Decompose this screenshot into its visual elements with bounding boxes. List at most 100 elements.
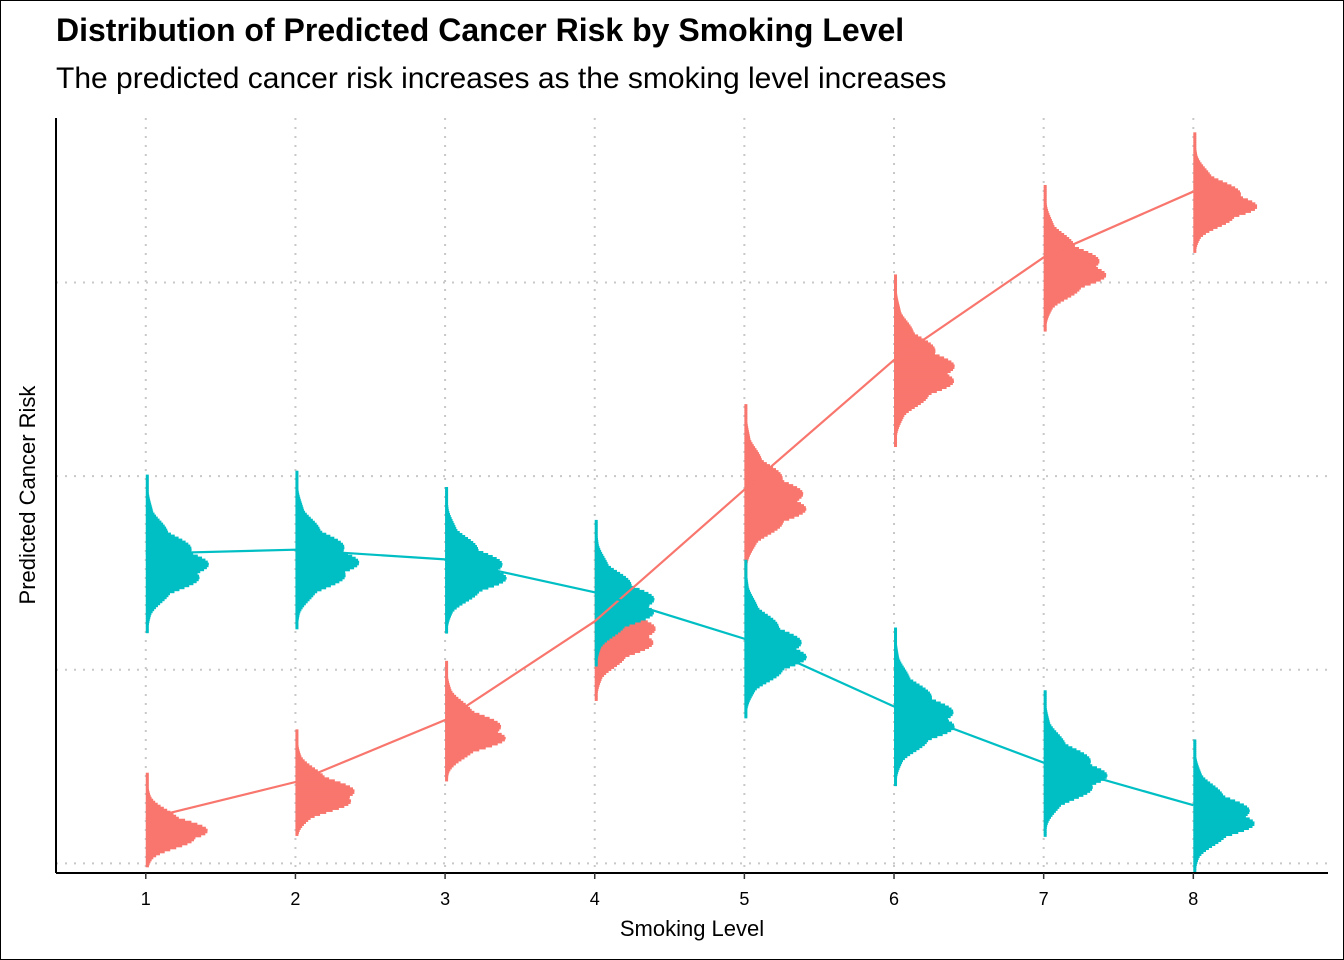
distribution-bar	[145, 848, 171, 852]
distribution-bar	[1043, 696, 1047, 699]
distribution-bar	[295, 821, 306, 824]
distribution-bar	[894, 665, 904, 669]
distribution-bar	[445, 702, 466, 706]
distribution-bar	[295, 805, 345, 808]
distribution-bar	[594, 690, 598, 693]
distribution-bar	[744, 540, 759, 543]
distribution-bar	[894, 753, 911, 757]
distribution-bar	[445, 750, 474, 754]
distribution-bar	[1193, 775, 1204, 779]
distribution-bar	[894, 284, 898, 288]
distribution-bar	[894, 731, 948, 735]
distribution-bar	[295, 554, 353, 558]
distribution-bar	[295, 739, 299, 742]
distribution-bar	[744, 470, 779, 473]
distribution-bar	[295, 791, 355, 794]
distribution-bar	[894, 444, 898, 448]
distribution-bar	[1043, 280, 1097, 284]
distribution-bar	[744, 514, 800, 517]
distribution-bar	[145, 810, 171, 814]
distribution-bar	[1043, 320, 1047, 324]
distribution-bar	[1043, 732, 1059, 735]
distribution-bar	[445, 498, 449, 502]
distribution-bar	[744, 484, 794, 487]
distribution-bar	[295, 787, 353, 790]
distribution-bar	[594, 607, 652, 611]
distribution-bar	[1043, 290, 1078, 294]
distribution-bar	[1193, 767, 1200, 771]
distribution-bar	[594, 595, 654, 599]
distribution-bar	[1193, 170, 1209, 173]
distribution-bar	[894, 420, 902, 424]
distribution-bar	[744, 589, 751, 593]
distribution-bar	[1193, 230, 1210, 233]
distribution-bar	[1043, 712, 1048, 715]
distribution-bar	[145, 520, 162, 524]
distribution-bar	[145, 516, 158, 520]
distribution-bar	[445, 612, 452, 616]
distribution-bar	[894, 683, 920, 687]
distribution-bar	[594, 696, 598, 699]
distribution-bar	[445, 730, 498, 734]
distribution-bar	[295, 610, 301, 614]
distribution-bar	[145, 484, 149, 488]
distribution-bar	[1193, 232, 1206, 235]
distribution-bar	[744, 502, 802, 505]
distribution-bar	[445, 516, 452, 520]
distribution-bar	[295, 731, 299, 734]
distribution-bar	[145, 590, 175, 594]
distribution-bar	[594, 605, 649, 609]
distribution-bar	[145, 562, 209, 566]
distribution-bar	[594, 591, 649, 595]
distribution-bar	[445, 526, 457, 530]
distribution-bar	[1193, 216, 1235, 219]
distribution-bar	[1043, 760, 1091, 763]
distribution-bar	[894, 629, 898, 633]
distribution-bar	[295, 765, 313, 768]
distribution-bar	[295, 584, 331, 588]
distribution-bar	[744, 434, 750, 437]
distribution-bar	[445, 614, 451, 618]
distribution-bar	[445, 502, 449, 506]
distribution-bar	[145, 518, 160, 522]
distribution-bar	[1193, 833, 1233, 837]
distribution-bar	[744, 625, 779, 629]
distribution-bar	[594, 521, 598, 525]
distribution-bar	[1043, 244, 1075, 248]
distribution-bar	[1043, 250, 1089, 254]
distribution-bar	[594, 641, 605, 645]
distribution-bar	[295, 600, 308, 604]
distribution-bar	[744, 456, 762, 459]
distribution-bar	[894, 695, 932, 699]
distribution-bar	[1193, 781, 1211, 785]
distribution-bar	[744, 494, 803, 497]
distribution-bar	[145, 628, 149, 632]
distribution-bar	[594, 674, 605, 677]
distribution-bar	[295, 586, 327, 590]
distribution-bar	[894, 667, 905, 671]
distribution-bar	[594, 635, 613, 639]
distribution-bar	[1043, 304, 1055, 308]
distribution-bar	[295, 799, 352, 802]
distribution-bar	[1043, 228, 1059, 232]
distribution-bar	[145, 510, 154, 514]
distribution-bar	[894, 723, 954, 727]
distribution-bar	[744, 567, 748, 571]
distribution-bar	[295, 616, 299, 620]
distribution-bar	[1193, 134, 1197, 137]
distribution-bar	[744, 597, 755, 601]
distribution-bar	[145, 478, 149, 482]
distribution-bar	[145, 798, 154, 802]
distribution-bar	[1193, 202, 1256, 205]
distribution-bar	[744, 442, 753, 445]
distribution-bar	[295, 508, 304, 512]
distribution-bar	[1043, 738, 1064, 741]
distribution-bar	[894, 663, 903, 667]
distribution-bar	[145, 776, 149, 780]
distribution-bar	[145, 808, 168, 812]
distribution-bar	[894, 657, 900, 661]
distribution-bar	[744, 629, 785, 633]
distribution-bar	[744, 422, 748, 425]
distribution-bar	[744, 448, 757, 451]
distribution-bar	[295, 602, 306, 606]
